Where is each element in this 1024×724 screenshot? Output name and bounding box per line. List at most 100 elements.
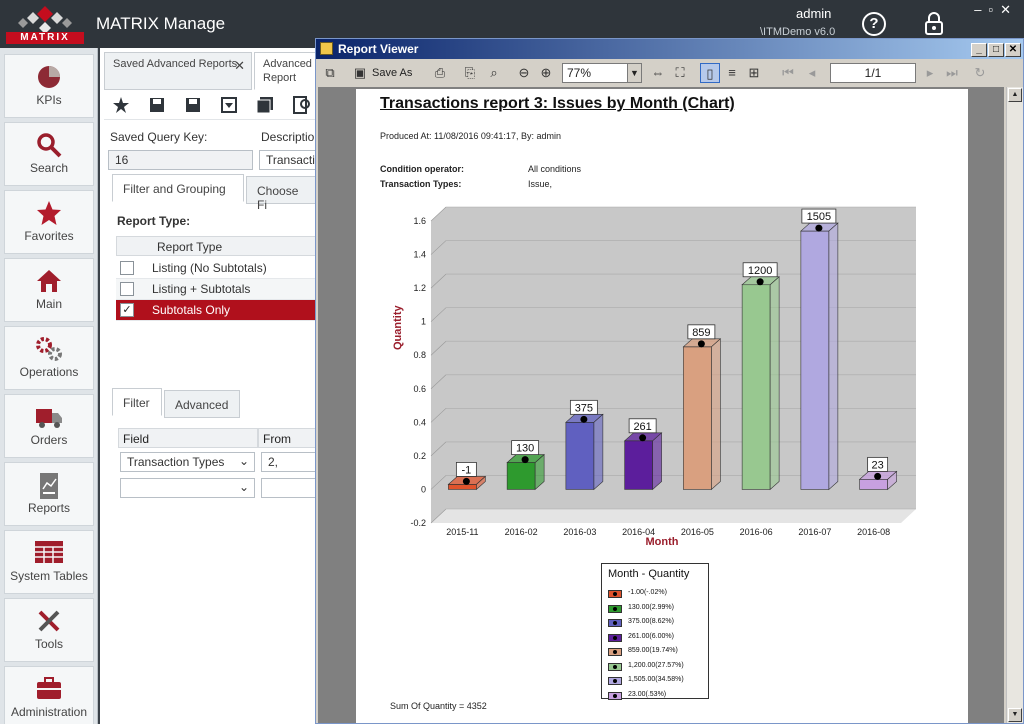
save-as-icon[interactable] — [148, 96, 166, 114]
maximize-button[interactable]: □ — [988, 43, 1004, 57]
nav-item-operations[interactable]: Operations — [4, 326, 94, 390]
user-name[interactable]: admin — [796, 6, 832, 21]
copy-icon[interactable]: ⎘ — [464, 65, 476, 80]
tab-choose-fields[interactable]: Choose Fi — [246, 176, 320, 212]
chevron-down-icon[interactable]: ⌄ — [238, 480, 249, 494]
export-icon[interactable]: ⧉ — [325, 65, 335, 80]
tab-filter[interactable]: Filter — [112, 388, 162, 416]
report-icon — [5, 463, 93, 501]
y-axis-label: Quantity — [392, 305, 404, 350]
save-icon[interactable] — [184, 96, 202, 114]
last-page-icon[interactable]: ⏭ — [946, 65, 958, 80]
lock-icon[interactable] — [924, 12, 944, 36]
condition-value: Issue, — [528, 179, 553, 189]
data-label-box — [569, 399, 598, 415]
bar-side — [887, 470, 897, 491]
left-nav: KPIs Search Favorites Main Operations Or… — [0, 48, 98, 724]
nav-item-system-tables[interactable]: System Tables — [4, 530, 94, 594]
data-label-box — [687, 324, 716, 340]
scroll-up-arrow[interactable]: ▲ — [1008, 88, 1022, 102]
zoom-select[interactable]: 77% ▼ — [562, 63, 642, 83]
close-button[interactable]: ✕ — [1005, 43, 1021, 57]
gears-icon — [5, 327, 93, 365]
nav-item-favorites[interactable]: Favorites — [4, 190, 94, 254]
y-tick-label: -0.2 — [410, 518, 426, 528]
nav-item-reports[interactable]: Reports — [4, 462, 94, 526]
tab-label: Filter — [123, 396, 150, 410]
data-label-box — [801, 208, 837, 224]
next-page-icon[interactable]: ▸ — [926, 65, 934, 80]
tab-advanced[interactable]: Advanced — [164, 390, 240, 418]
x-tick-label: 2016-03 — [563, 527, 596, 537]
preview-icon[interactable] — [292, 96, 310, 114]
save-as-button[interactable]: Save As — [372, 67, 413, 79]
whole-page-icon[interactable]: ⛶ — [675, 65, 685, 80]
nav-label: Main — [35, 297, 62, 311]
print-icon[interactable]: ⎙ — [434, 65, 446, 80]
add-favorite-icon[interactable] — [112, 96, 130, 114]
zoom-in-icon[interactable]: ⊕ — [540, 65, 552, 80]
zoom-out-icon[interactable]: ⊖ — [518, 65, 530, 80]
checkbox-checked[interactable]: ✓ — [120, 303, 134, 317]
previous-page-icon[interactable]: ◂ — [808, 65, 816, 80]
nav-item-tools[interactable]: Tools — [4, 598, 94, 662]
bar-front — [565, 422, 595, 490]
report-viewer-titlebar[interactable]: Report Viewer _ □ ✕ — [316, 39, 1023, 59]
tab-label: Advanced Report — [263, 58, 312, 84]
single-page-icon[interactable]: ▯ — [700, 63, 720, 83]
filter-from-field[interactable]: 2, — [261, 452, 320, 472]
help-icon[interactable]: ? — [862, 12, 886, 36]
tab-filter-and-grouping[interactable]: Filter and Grouping — [112, 174, 244, 202]
close-icon[interactable]: ✕ — [234, 58, 245, 73]
page-number[interactable]: 1/1 — [830, 63, 916, 83]
find-icon[interactable]: ⌕ — [490, 65, 498, 80]
bar-marker — [580, 415, 588, 423]
tab-advanced-report[interactable]: Advanced Report — [254, 52, 320, 90]
checkbox[interactable] — [120, 261, 134, 275]
legend-label: 1,200.00(27.57%) — [628, 661, 684, 669]
report-type-label: Listing (No Subtotals) — [152, 261, 267, 275]
issues-by-month-chart: -0.2 0 0.2 0.4 0.6 0.8 1 1.2 1.4 1.6 -1 130 375 261 8… — [392, 206, 916, 548]
filter-from-field-empty[interactable] — [261, 478, 320, 498]
minimize-button[interactable]: _ — [971, 43, 987, 57]
vertical-scrollbar[interactable]: ▲ ▼ — [1006, 87, 1023, 723]
continuous-icon[interactable]: ≡ — [728, 65, 736, 80]
filter-field-select-empty[interactable]: ⌄ — [120, 478, 255, 498]
download-icon[interactable] — [220, 96, 238, 114]
tab-saved-advanced-reports[interactable]: Saved Advanced Reports ✕ — [104, 52, 252, 90]
data-label-box — [511, 440, 540, 456]
nav-label: Search — [29, 161, 69, 175]
refresh-icon[interactable]: ↻ — [974, 65, 986, 80]
chevron-down-icon[interactable]: ▼ — [627, 64, 641, 82]
nav-item-orders[interactable]: Orders — [4, 394, 94, 458]
bar: 1505 — [800, 208, 839, 491]
nav-item-kpis[interactable]: KPIs — [4, 54, 94, 118]
advanced-report-panel: Saved Advanced Reports ✕ Advanced Report… — [100, 48, 322, 724]
nav-item-main[interactable]: Main — [4, 258, 94, 322]
nav-item-administration[interactable]: Administration — [4, 666, 94, 724]
copy-save-icon[interactable] — [256, 96, 274, 114]
app-title: MATRIX Manage — [96, 14, 226, 33]
report-type-row-selected[interactable]: ✓ Subtotals Only — [116, 300, 320, 321]
checkbox[interactable] — [120, 282, 134, 296]
first-page-icon[interactable]: ⏮ — [782, 65, 794, 80]
data-label: -1 — [461, 464, 471, 476]
app-window-controls[interactable]: –▫✕ — [974, 2, 1018, 17]
report-preview-area: Transactions report 3: Issues by Month (… — [318, 87, 1004, 723]
filter-field-select[interactable]: Transaction Types ⌄ — [120, 452, 255, 472]
nav-item-search[interactable]: Search — [4, 122, 94, 186]
multiple-pages-icon[interactable]: ⊞ — [748, 65, 760, 80]
scroll-down-arrow[interactable]: ▼ — [1008, 708, 1022, 722]
save-icon[interactable]: ▣ — [353, 65, 367, 80]
saved-query-key-label: Saved Query Key: — [110, 130, 208, 144]
bar-side — [711, 338, 721, 491]
page-width-icon[interactable]: ⇔ — [651, 65, 665, 80]
chevron-down-icon[interactable]: ⌄ — [238, 454, 249, 468]
legend-marker — [613, 621, 617, 625]
data-label: 1505 — [807, 211, 831, 223]
report-type-row[interactable]: Listing (No Subtotals) — [116, 258, 320, 279]
bar: 375 — [565, 399, 604, 491]
saved-query-key-field[interactable]: 16 — [108, 150, 253, 170]
description-field[interactable]: Transactio — [259, 150, 322, 170]
report-type-row[interactable]: Listing + Subtotals — [116, 279, 320, 300]
